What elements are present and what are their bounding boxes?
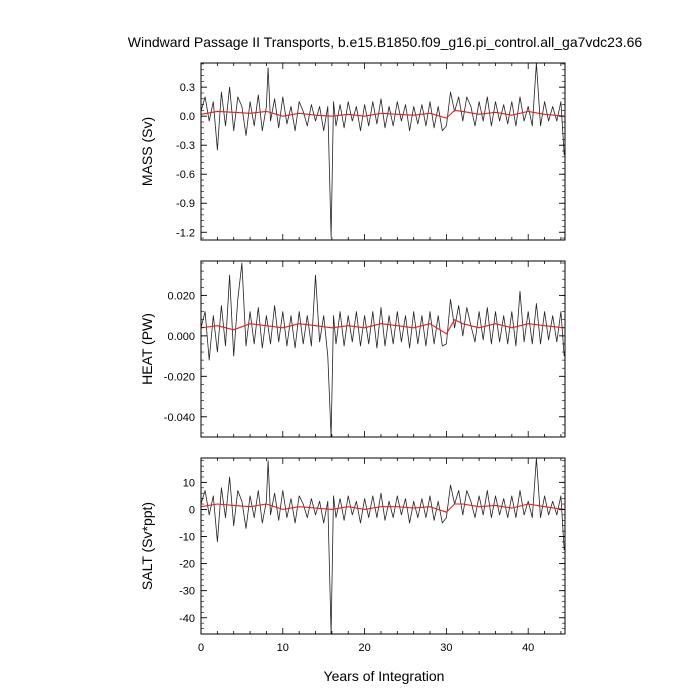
- salt-y-tick-label: 0: [189, 504, 195, 516]
- salt-y-tick-label: -40: [179, 613, 195, 625]
- x-tick-label: 40: [522, 642, 534, 654]
- salt-frame: [200, 457, 566, 635]
- heat-smoothed-line: [201, 319, 565, 335]
- salt-y-tick-label: -10: [179, 532, 195, 544]
- mass-y-tick-label: 0.0: [180, 111, 195, 123]
- heat-y-tick-label: -0.040: [164, 412, 195, 424]
- salt-smoothed-line: [201, 503, 565, 513]
- mass-frame: [200, 62, 566, 241]
- salt-y-tick-label: 10: [183, 477, 195, 489]
- mass-smoothed-line: [201, 109, 565, 119]
- chart-panels: 0.3 0.0 -0.3 -0.6 -0.9 -1.2 MASS (Sv) 0.020 0.00…: [139, 62, 566, 654]
- salt-raw-line: [201, 458, 565, 634]
- mass-y-tick-label: -0.9: [176, 198, 195, 210]
- x-tick-label: 20: [358, 642, 370, 654]
- mass-y-axis-label: MASS (Sv): [139, 117, 155, 186]
- heat-frame: [200, 260, 566, 438]
- salt-panel: 10 0 -10 -20 -30 -40 SALT (Sv*ppt) 0 10 20 30 40: [139, 457, 566, 654]
- heat-y-tick-label: 0.020: [167, 290, 195, 302]
- salt-y-tick-label: -30: [179, 586, 195, 598]
- heat-y-tick-label: -0.020: [164, 371, 195, 383]
- salt-y-tick-label: -20: [179, 559, 195, 571]
- x-tick-label: 30: [440, 642, 452, 654]
- salt-y-axis-label: SALT (Sv*ppt): [139, 502, 155, 590]
- mass-panel: 0.3 0.0 -0.3 -0.6 -0.9 -1.2 MASS (Sv): [139, 62, 566, 241]
- x-tick-label: 0: [198, 642, 204, 654]
- heat-y-tick-label: 0.000: [167, 331, 195, 343]
- chart-title: Windward Passage II Transports, b.e15.B1…: [128, 34, 643, 50]
- mass-y-tick-label: -1.2: [176, 227, 195, 239]
- mass-y-tick-label: 0.3: [180, 82, 195, 94]
- heat-y-axis-label: HEAT (PW): [139, 313, 155, 385]
- x-tick-label: 10: [277, 642, 289, 654]
- mass-y-tick-label: -0.3: [176, 140, 195, 152]
- x-axis-label: Years of Integration: [324, 668, 445, 684]
- mass-raw-line: [201, 63, 565, 238]
- heat-raw-line: [201, 262, 565, 437]
- heat-panel: 0.020 0.000 -0.020 -0.040 HEAT (PW): [139, 260, 566, 438]
- mass-y-tick-label: -0.6: [176, 169, 195, 181]
